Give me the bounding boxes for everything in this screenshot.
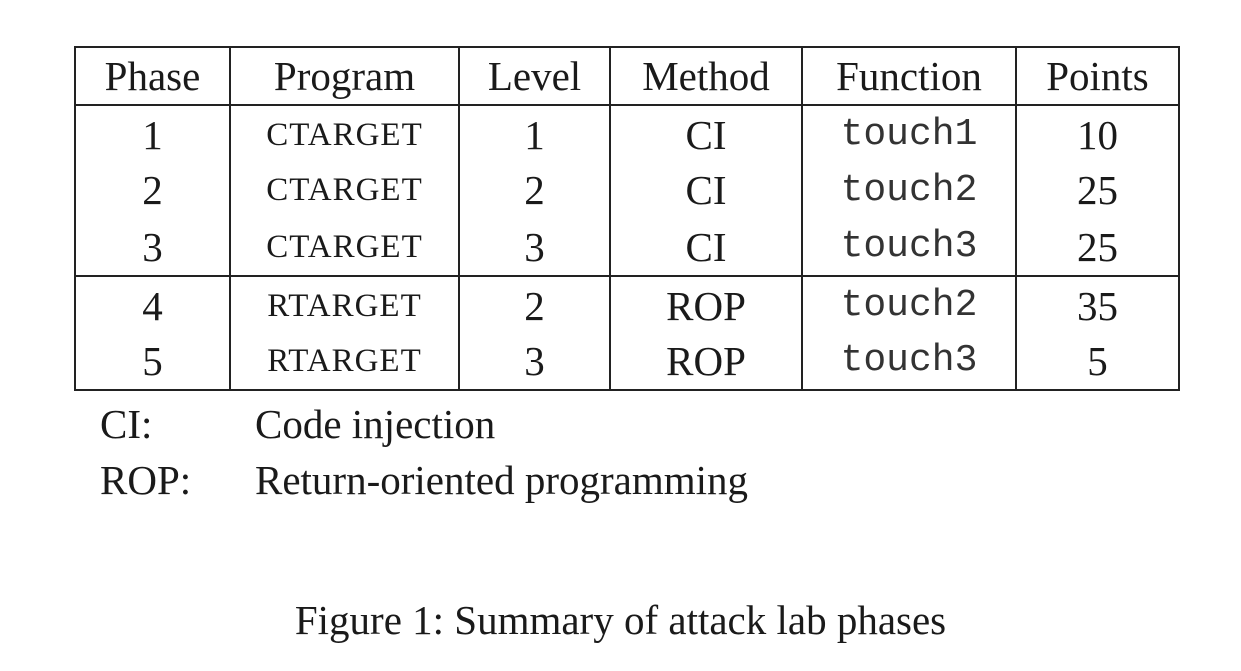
- legend-key: ROP:: [100, 457, 192, 503]
- table-row: 1 CTARGET 1 CI touch1 10: [74, 105, 1180, 162]
- cell-method: CI: [609, 162, 803, 219]
- cell-phase: 3: [74, 219, 231, 277]
- cell-phase: 4: [74, 276, 231, 333]
- header-method: Method: [609, 46, 803, 106]
- table-row: 2 CTARGET 2 CI touch2 25: [74, 162, 1180, 219]
- cell-method: ROP: [609, 333, 803, 391]
- cell-phase: 1: [74, 105, 231, 162]
- abbreviation-legend: CI: Code injection ROP: Return-oriented …: [100, 396, 748, 508]
- header-phase: Phase: [74, 46, 231, 106]
- legend-value: Code injection: [255, 401, 496, 447]
- cell-program: CTARGET: [229, 219, 460, 277]
- cell-function: touch2: [801, 276, 1017, 333]
- cell-level: 3: [458, 219, 611, 277]
- header-program: Program: [229, 46, 460, 106]
- table-group-ctarget: 1 CTARGET 1 CI touch1 10 2 CTARGET 2 CI …: [74, 105, 1180, 277]
- table-row: 4 RTARGET 2 ROP touch2 35: [74, 276, 1180, 333]
- table-row: 5 RTARGET 3 ROP touch3 5: [74, 333, 1180, 391]
- header-row: Phase Program Level Method Function Poin…: [74, 46, 1180, 106]
- cell-program: CTARGET: [229, 162, 460, 219]
- cell-points: 25: [1015, 219, 1180, 277]
- cell-level: 2: [458, 276, 611, 333]
- phases-table-container: Phase Program Level Method Function Poin…: [74, 46, 1180, 391]
- cell-points: 25: [1015, 162, 1180, 219]
- header-level: Level: [458, 46, 611, 106]
- cell-method: ROP: [609, 276, 803, 333]
- header-points: Points: [1015, 46, 1180, 106]
- table-group-rtarget: 4 RTARGET 2 ROP touch2 35 5 RTARGET 3 RO…: [74, 276, 1180, 391]
- cell-program: RTARGET: [229, 276, 460, 333]
- cell-function: touch3: [801, 219, 1017, 277]
- cell-method: CI: [609, 219, 803, 277]
- cell-method: CI: [609, 105, 803, 162]
- table-row: 3 CTARGET 3 CI touch3 25: [74, 219, 1180, 277]
- cell-points: 10: [1015, 105, 1180, 162]
- cell-phase: 2: [74, 162, 231, 219]
- header-function: Function: [801, 46, 1017, 106]
- cell-points: 5: [1015, 333, 1180, 391]
- cell-function: touch1: [801, 105, 1017, 162]
- legend-value: Return-oriented programming: [255, 457, 749, 503]
- cell-level: 1: [458, 105, 611, 162]
- cell-program: CTARGET: [229, 105, 460, 162]
- cell-program: RTARGET: [229, 333, 460, 391]
- legend-key: CI:: [100, 401, 153, 447]
- cell-level: 3: [458, 333, 611, 391]
- legend-item: CI: Code injection: [100, 396, 748, 452]
- table-header: Phase Program Level Method Function Poin…: [74, 46, 1180, 106]
- cell-points: 35: [1015, 276, 1180, 333]
- legend-item: ROP: Return-oriented programming: [100, 452, 748, 508]
- cell-phase: 5: [74, 333, 231, 391]
- phases-table: Phase Program Level Method Function Poin…: [74, 46, 1180, 391]
- cell-function: touch2: [801, 162, 1017, 219]
- figure-caption: Figure 1: Summary of attack lab phases: [294, 597, 947, 643]
- cell-level: 2: [458, 162, 611, 219]
- cell-function: touch3: [801, 333, 1017, 391]
